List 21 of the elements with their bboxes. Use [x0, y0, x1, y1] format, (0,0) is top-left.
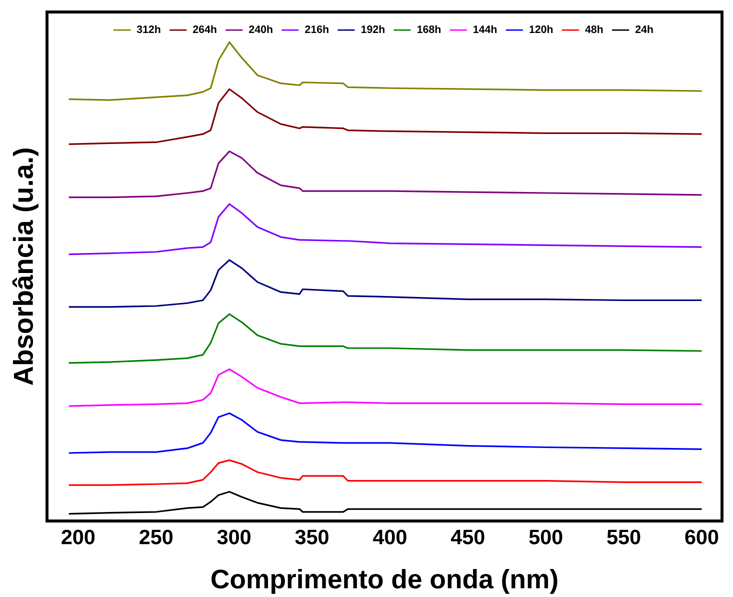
- legend-label: 144h: [474, 25, 497, 33]
- legend-label: 24h: [635, 25, 653, 33]
- x-tick-label: 500: [529, 530, 562, 544]
- legend-label: 48h: [585, 25, 603, 34]
- x-tick-label: 200: [62, 530, 95, 544]
- x-tick-label: 350: [295, 530, 328, 544]
- x-tick-label: 300: [217, 530, 250, 544]
- x-tick-label: 400: [373, 530, 406, 544]
- legend-label: 264h: [193, 25, 216, 34]
- legend-label: 168h: [418, 25, 440, 34]
- x-tick-label: 550: [607, 530, 640, 544]
- legend-label: 120h: [530, 25, 553, 34]
- legend-label: 192h: [361, 25, 384, 34]
- legend-label: 312h: [136, 25, 160, 34]
- y-axis-title: Absorbância (u.a.): [12, 148, 38, 386]
- x-tick-label: 600: [685, 530, 718, 544]
- x-axis-title: Comprimento de onda (nm): [212, 568, 558, 594]
- x-tick-label: 450: [450, 530, 484, 544]
- x-tick-label: 250: [140, 530, 173, 544]
- legend-label: 216h: [305, 25, 328, 34]
- legend-label: 240h: [249, 25, 272, 34]
